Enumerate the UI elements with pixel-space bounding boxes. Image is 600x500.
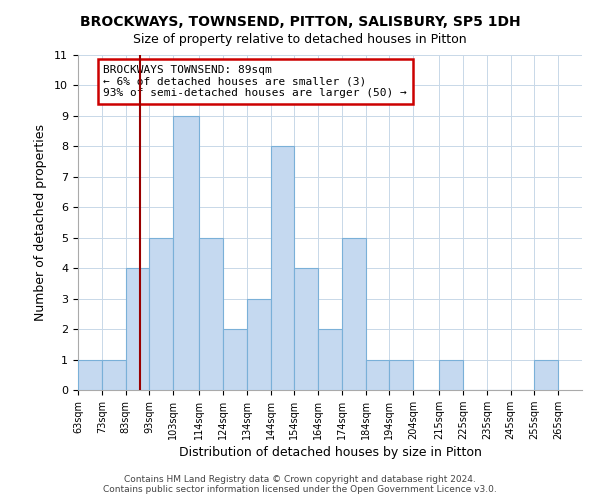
Bar — [342, 238, 365, 390]
Bar — [173, 116, 199, 390]
Bar — [318, 329, 342, 390]
Bar — [78, 360, 102, 390]
Bar — [295, 268, 318, 390]
Text: Size of property relative to detached houses in Pitton: Size of property relative to detached ho… — [133, 32, 467, 46]
Text: BROCKWAYS, TOWNSEND, PITTON, SALISBURY, SP5 1DH: BROCKWAYS, TOWNSEND, PITTON, SALISBURY, … — [80, 15, 520, 29]
Text: BROCKWAYS TOWNSEND: 89sqm
← 6% of detached houses are smaller (3)
93% of semi-de: BROCKWAYS TOWNSEND: 89sqm ← 6% of detach… — [103, 65, 407, 98]
Bar — [102, 360, 125, 390]
Bar — [247, 298, 271, 390]
Y-axis label: Number of detached properties: Number of detached properties — [34, 124, 47, 321]
Bar — [223, 329, 247, 390]
Bar — [125, 268, 149, 390]
Bar — [271, 146, 295, 390]
Bar — [149, 238, 173, 390]
Bar — [389, 360, 413, 390]
Bar — [365, 360, 389, 390]
Text: Contains public sector information licensed under the Open Government Licence v3: Contains public sector information licen… — [103, 485, 497, 494]
Text: Contains HM Land Registry data © Crown copyright and database right 2024.: Contains HM Land Registry data © Crown c… — [124, 475, 476, 484]
Bar — [535, 360, 558, 390]
Bar — [439, 360, 463, 390]
Bar — [199, 238, 223, 390]
X-axis label: Distribution of detached houses by size in Pitton: Distribution of detached houses by size … — [179, 446, 481, 459]
